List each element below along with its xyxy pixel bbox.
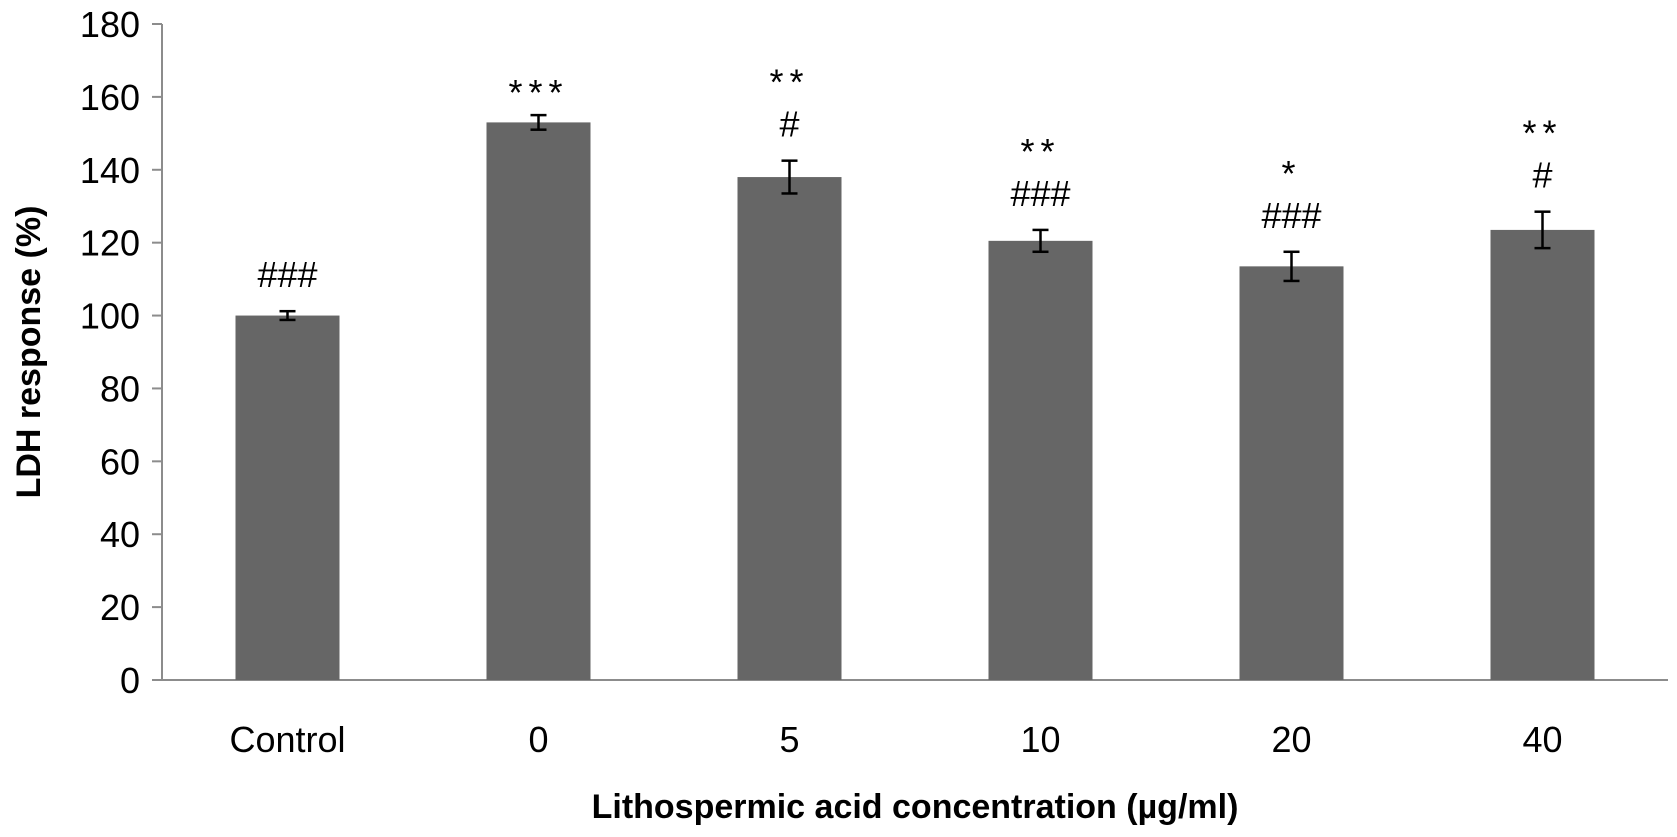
bar	[988, 240, 1093, 680]
star-annotation: ***	[508, 72, 568, 113]
bar	[737, 177, 842, 681]
x-axis-title: Lithospermic acid concentration (µg/ml)	[592, 788, 1239, 826]
y-tick-label: 160	[80, 77, 140, 118]
y-tick-label: 20	[100, 587, 140, 628]
x-tick-label: 40	[1522, 719, 1562, 760]
y-tick-labels: 0 20 40 60 80 100 120 140 160 180	[80, 4, 162, 701]
y-tick-label: 180	[80, 4, 140, 45]
y-tick-label: 140	[80, 150, 140, 191]
y-tick-label: 40	[100, 514, 140, 555]
y-axis-title: LDH response (%)	[10, 206, 48, 499]
hash-annotation: ###	[257, 254, 317, 295]
star-annotation: **	[1522, 113, 1562, 154]
hash-annotation: #	[1532, 155, 1552, 196]
star-annotation: **	[769, 62, 809, 103]
star-annotation: *	[1281, 153, 1301, 194]
y-tick-label: 100	[80, 296, 140, 337]
x-tick-label: 20	[1271, 719, 1311, 760]
y-tick-label: 120	[80, 223, 140, 264]
bar	[235, 315, 340, 680]
x-tick-label: Control	[229, 719, 345, 760]
x-tick-label: 0	[528, 719, 548, 760]
y-tick-label: 60	[100, 441, 140, 482]
bars-group	[235, 122, 1595, 681]
bar	[1490, 229, 1595, 680]
x-tick-label: 10	[1020, 719, 1060, 760]
hash-annotation: ###	[1261, 195, 1321, 236]
bar	[1239, 266, 1344, 680]
hash-annotation: #	[779, 104, 799, 145]
error-bars-group	[279, 113, 1551, 322]
significance-annotations: ###***#**###**###* #**	[257, 62, 1562, 296]
x-tick-label: 5	[779, 719, 799, 760]
hash-annotation: ###	[1010, 173, 1070, 214]
star-annotation: **	[1020, 131, 1060, 172]
x-tick-labels: Control 0 5 10 20 40	[229, 719, 1562, 760]
y-tick-label: 0	[120, 660, 140, 701]
bar	[486, 122, 591, 680]
y-tick-label: 80	[100, 368, 140, 409]
